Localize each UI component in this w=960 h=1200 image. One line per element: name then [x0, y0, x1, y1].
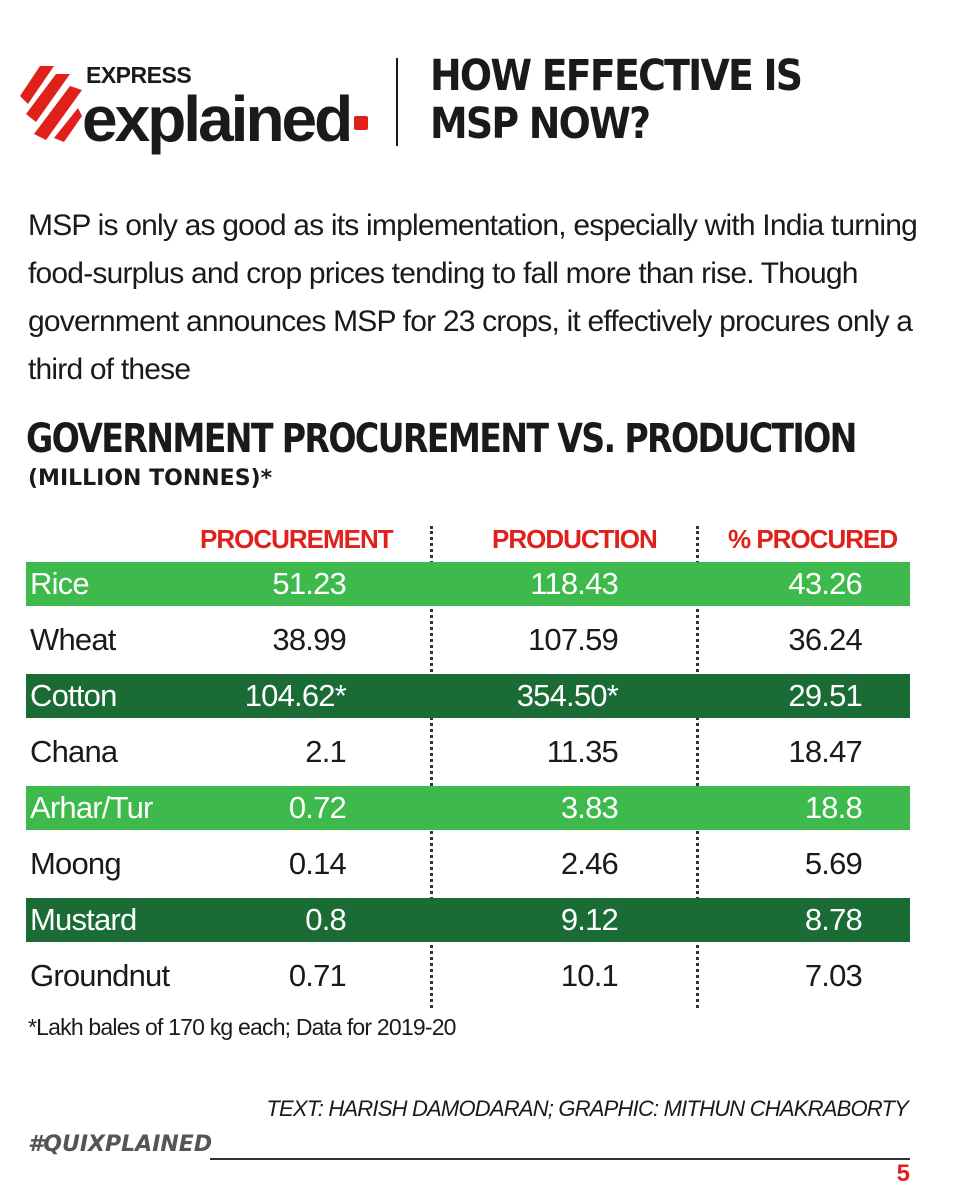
logo-dot: [354, 116, 368, 130]
footer-rule: [210, 1158, 910, 1160]
production-cell: 11.35: [546, 734, 619, 769]
table-row: Rice 51.23 118.43 43.26: [26, 562, 910, 606]
express-explained-logo: EXPRESS explained: [20, 58, 380, 158]
chart-subtitle: (MILLION TONNES)*: [28, 466, 273, 491]
column-divider-1: [430, 526, 433, 1008]
pct-procured-cell: 18.8: [804, 790, 863, 825]
production-cell: 2.46: [560, 846, 619, 881]
table-row: Wheat 38.99 107.59 36.24: [26, 618, 910, 662]
pct-procured-cell: 43.26: [788, 566, 862, 601]
pct-procured-cell: 7.03: [804, 958, 863, 993]
procurement-cell: 38.99: [272, 622, 346, 657]
pct-procured-cell: 29.51: [788, 678, 862, 713]
production-cell: 118.43: [530, 566, 619, 601]
crop-name-cell: Cotton: [30, 678, 117, 713]
headline: HOW EFFECTIVE IS MSP NOW?: [430, 51, 803, 149]
table-row: Chana 2.1 11.35 18.47: [26, 730, 910, 774]
pct-procured-cell: 36.24: [788, 622, 862, 657]
column-header-pct-procured: % PROCURED: [728, 524, 898, 554]
column-header-procurement: PROCUREMENT: [200, 524, 394, 554]
hashtag: #QUIXPLAINED: [28, 1132, 213, 1157]
chart-title: GOVERNMENT PROCUREMENT VS. PRODUCTION: [26, 416, 857, 462]
crop-name-cell: Arhar/Tur: [30, 790, 153, 825]
procurement-cell: 2.1: [305, 734, 346, 769]
logo-express-text: EXPRESS: [86, 62, 192, 88]
table-row: Cotton 104.62* 354.50* 29.51: [26, 674, 910, 718]
pct-procured-cell: 8.78: [804, 902, 863, 937]
procurement-cell: 51.23: [272, 566, 346, 601]
footnote: *Lakh bales of 170 kg each; Data for 201…: [28, 1014, 456, 1040]
pct-procured-cell: 5.69: [804, 846, 863, 881]
procurement-table: PROCUREMENT PRODUCTION % PROCURED Rice 51…: [26, 518, 910, 1008]
production-cell: 107.59: [527, 622, 619, 657]
crop-name-cell: Chana: [30, 734, 118, 769]
procurement-cell: 0.71: [288, 958, 347, 993]
procurement-cell: 104.62*: [244, 678, 347, 713]
table-row: Groundnut 0.71 10.1 7.03: [26, 954, 910, 998]
intro-paragraph: MSP is only as good as its implementatio…: [28, 209, 918, 386]
table-row: Arhar/Tur 0.72 3.83 18.8: [26, 786, 910, 830]
flame-logo-icon: [20, 66, 82, 142]
crop-name-cell: Groundnut: [30, 958, 170, 993]
pct-procured-cell: 18.47: [788, 734, 862, 769]
procurement-cell: 0.72: [288, 790, 347, 825]
credit-line: TEXT: HARISH DAMODARAN; GRAPHIC: MITHUN …: [266, 1096, 908, 1121]
production-cell: 3.83: [560, 790, 619, 825]
column-divider-2: [696, 526, 699, 1008]
table-row: Moong 0.14 2.46 5.69: [26, 842, 910, 886]
production-cell: 10.1: [560, 958, 619, 993]
logo-explained-text: explained: [82, 83, 353, 155]
page-number: 5: [896, 1160, 910, 1187]
production-cell: 354.50*: [516, 678, 619, 713]
production-cell: 9.12: [560, 902, 619, 937]
crop-name-cell: Moong: [30, 846, 122, 881]
table-row: Mustard 0.8 9.12 8.78: [26, 898, 910, 942]
header-divider: [396, 58, 398, 146]
procurement-cell: 0.8: [305, 902, 346, 937]
crop-name-cell: Mustard: [30, 902, 137, 937]
crop-name-cell: Rice: [30, 566, 90, 601]
procurement-cell: 0.14: [288, 846, 347, 881]
column-header-production: PRODUCTION: [492, 524, 658, 554]
crop-name-cell: Wheat: [30, 622, 116, 657]
